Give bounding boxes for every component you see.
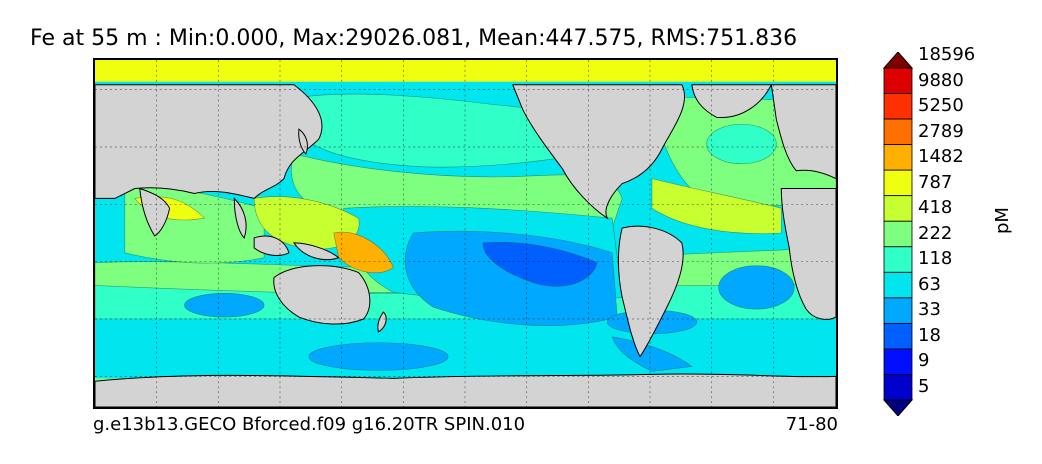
land-japan — [298, 128, 308, 155]
land-north-america — [512, 84, 685, 220]
colorbar-bin — [883, 246, 913, 273]
colorbar-bin — [883, 67, 913, 94]
colorbar-bin — [883, 374, 913, 401]
colorbar-bin — [883, 348, 913, 375]
colorbar-bin — [883, 297, 913, 324]
map-svg — [95, 60, 836, 407]
chart-title: Fe at 55 m : Min:0.000, Max:29026.081, M… — [30, 26, 798, 51]
colorbar-tick-label: 18596 — [918, 44, 976, 65]
colorbar-labels: 5 9 18 33 63 118 222 418 787 1482 2789 5250 9880 1859… — [918, 0, 998, 464]
colorbar-bin — [883, 322, 913, 350]
land-new-guinea — [292, 242, 340, 261]
colorbar-tick-label: 118 — [918, 248, 953, 270]
land-indochina — [233, 197, 247, 239]
colorbar-tick-label: 418 — [918, 197, 953, 219]
colorbar-tick-label: 1482 — [918, 146, 964, 168]
colorbar-tick-label: 5 — [918, 376, 930, 397]
colorbar-tick-label: 63 — [918, 273, 941, 295]
colorbar-tick-label: 787 — [918, 171, 953, 193]
land-greenland — [691, 84, 773, 118]
colorbar-bin — [883, 169, 913, 197]
colorbar-bin — [883, 195, 913, 222]
colorbar-bin — [883, 220, 913, 248]
land-europe — [770, 84, 836, 180]
map-panel — [93, 58, 838, 409]
land-eurasia — [95, 84, 323, 199]
colorbar-tick-label: 5250 — [918, 95, 964, 117]
land-india — [139, 187, 171, 237]
colorbar-bin — [883, 144, 913, 171]
colorbar-tick-label: 33 — [918, 299, 941, 321]
colorbar-tick-label: 222 — [918, 222, 953, 244]
land-borneo — [253, 235, 290, 256]
colorbar-extend-min — [882, 399, 914, 416]
colorbar-units-label: pM — [992, 207, 1013, 234]
gridlines — [95, 60, 836, 407]
footer-case-name: g.e13b13.GECO Bforced.f09 g16.20TR SPIN.… — [93, 414, 526, 435]
colorbar-bin — [883, 93, 913, 120]
colorbar-extend-max — [882, 52, 914, 69]
colorbar-bin — [883, 271, 913, 299]
footer-years: 71-80 — [785, 414, 838, 435]
land-antarctica — [95, 373, 836, 407]
land-new-zealand — [377, 311, 387, 333]
colorbar-tick-label: 9 — [918, 350, 930, 372]
colorbar-tick-label: 18 — [918, 324, 941, 346]
land-south-america — [617, 225, 684, 358]
colorbar — [882, 52, 914, 416]
colorbar-bin — [883, 118, 913, 146]
colorbar-tick-label: 2789 — [918, 120, 964, 142]
colorbar-tick-label: 9880 — [918, 69, 964, 91]
